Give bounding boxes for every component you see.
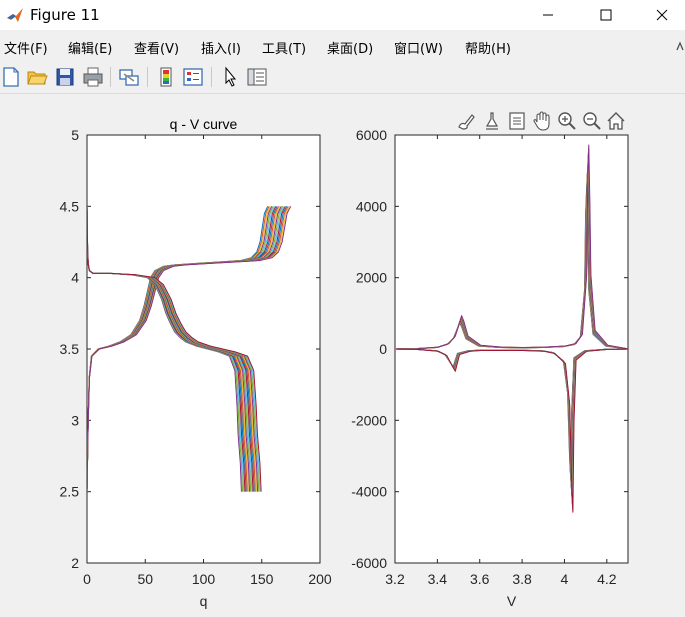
title-bar: Figure 11 xyxy=(0,0,685,30)
insert-legend-icon[interactable] xyxy=(182,66,204,88)
pan-hand-icon[interactable] xyxy=(531,110,553,132)
minimize-button[interactable] xyxy=(525,0,571,30)
menu-file[interactable]: 文件(F) xyxy=(4,42,48,57)
new-figure-icon[interactable] xyxy=(0,66,22,88)
property-inspector-icon[interactable] xyxy=(246,66,268,88)
insert-colorbar-icon[interactable] xyxy=(155,66,177,88)
zoom-out-icon[interactable] xyxy=(581,110,603,132)
dock-arrow-icon[interactable] xyxy=(676,41,684,51)
close-icon xyxy=(656,9,668,21)
toolbar-separator xyxy=(147,67,148,87)
brush-icon[interactable] xyxy=(455,110,477,132)
maximize-button[interactable] xyxy=(583,0,629,30)
toolbar-separator xyxy=(110,67,111,87)
menu-tools[interactable]: 工具(T) xyxy=(262,42,307,57)
edit-plot-arrow-icon[interactable] xyxy=(219,66,241,88)
maximize-icon xyxy=(600,9,612,21)
menu-window[interactable]: 窗口(W) xyxy=(394,42,443,57)
menu-help[interactable]: 帮助(H) xyxy=(465,42,511,57)
menu-edit[interactable]: 编辑(E) xyxy=(68,42,113,57)
minimize-icon xyxy=(543,14,553,16)
matlab-logo-icon xyxy=(7,8,23,22)
restore-view-icon[interactable] xyxy=(506,110,528,132)
home-icon[interactable] xyxy=(605,110,627,132)
figure-canvas[interactable] xyxy=(0,94,685,617)
menu-insert[interactable]: 插入(I) xyxy=(201,42,241,57)
zoom-in-icon[interactable] xyxy=(556,110,578,132)
data-tips-icon[interactable] xyxy=(481,110,503,132)
close-button[interactable] xyxy=(639,0,685,30)
figure-toolbar xyxy=(0,61,685,94)
window-title: Figure 11 xyxy=(30,6,100,24)
open-file-icon[interactable] xyxy=(26,66,48,88)
save-icon[interactable] xyxy=(54,66,76,88)
menu-bar: 文件(F) 编辑(E) 查看(V) 插入(I) 工具(T) 桌面(D) 窗口(W… xyxy=(0,32,685,60)
toolbar-separator xyxy=(211,67,212,87)
print-icon[interactable] xyxy=(82,66,104,88)
menu-view[interactable]: 查看(V) xyxy=(134,42,180,57)
link-plot-icon[interactable] xyxy=(118,66,140,88)
menu-desktop[interactable]: 桌面(D) xyxy=(327,42,374,57)
